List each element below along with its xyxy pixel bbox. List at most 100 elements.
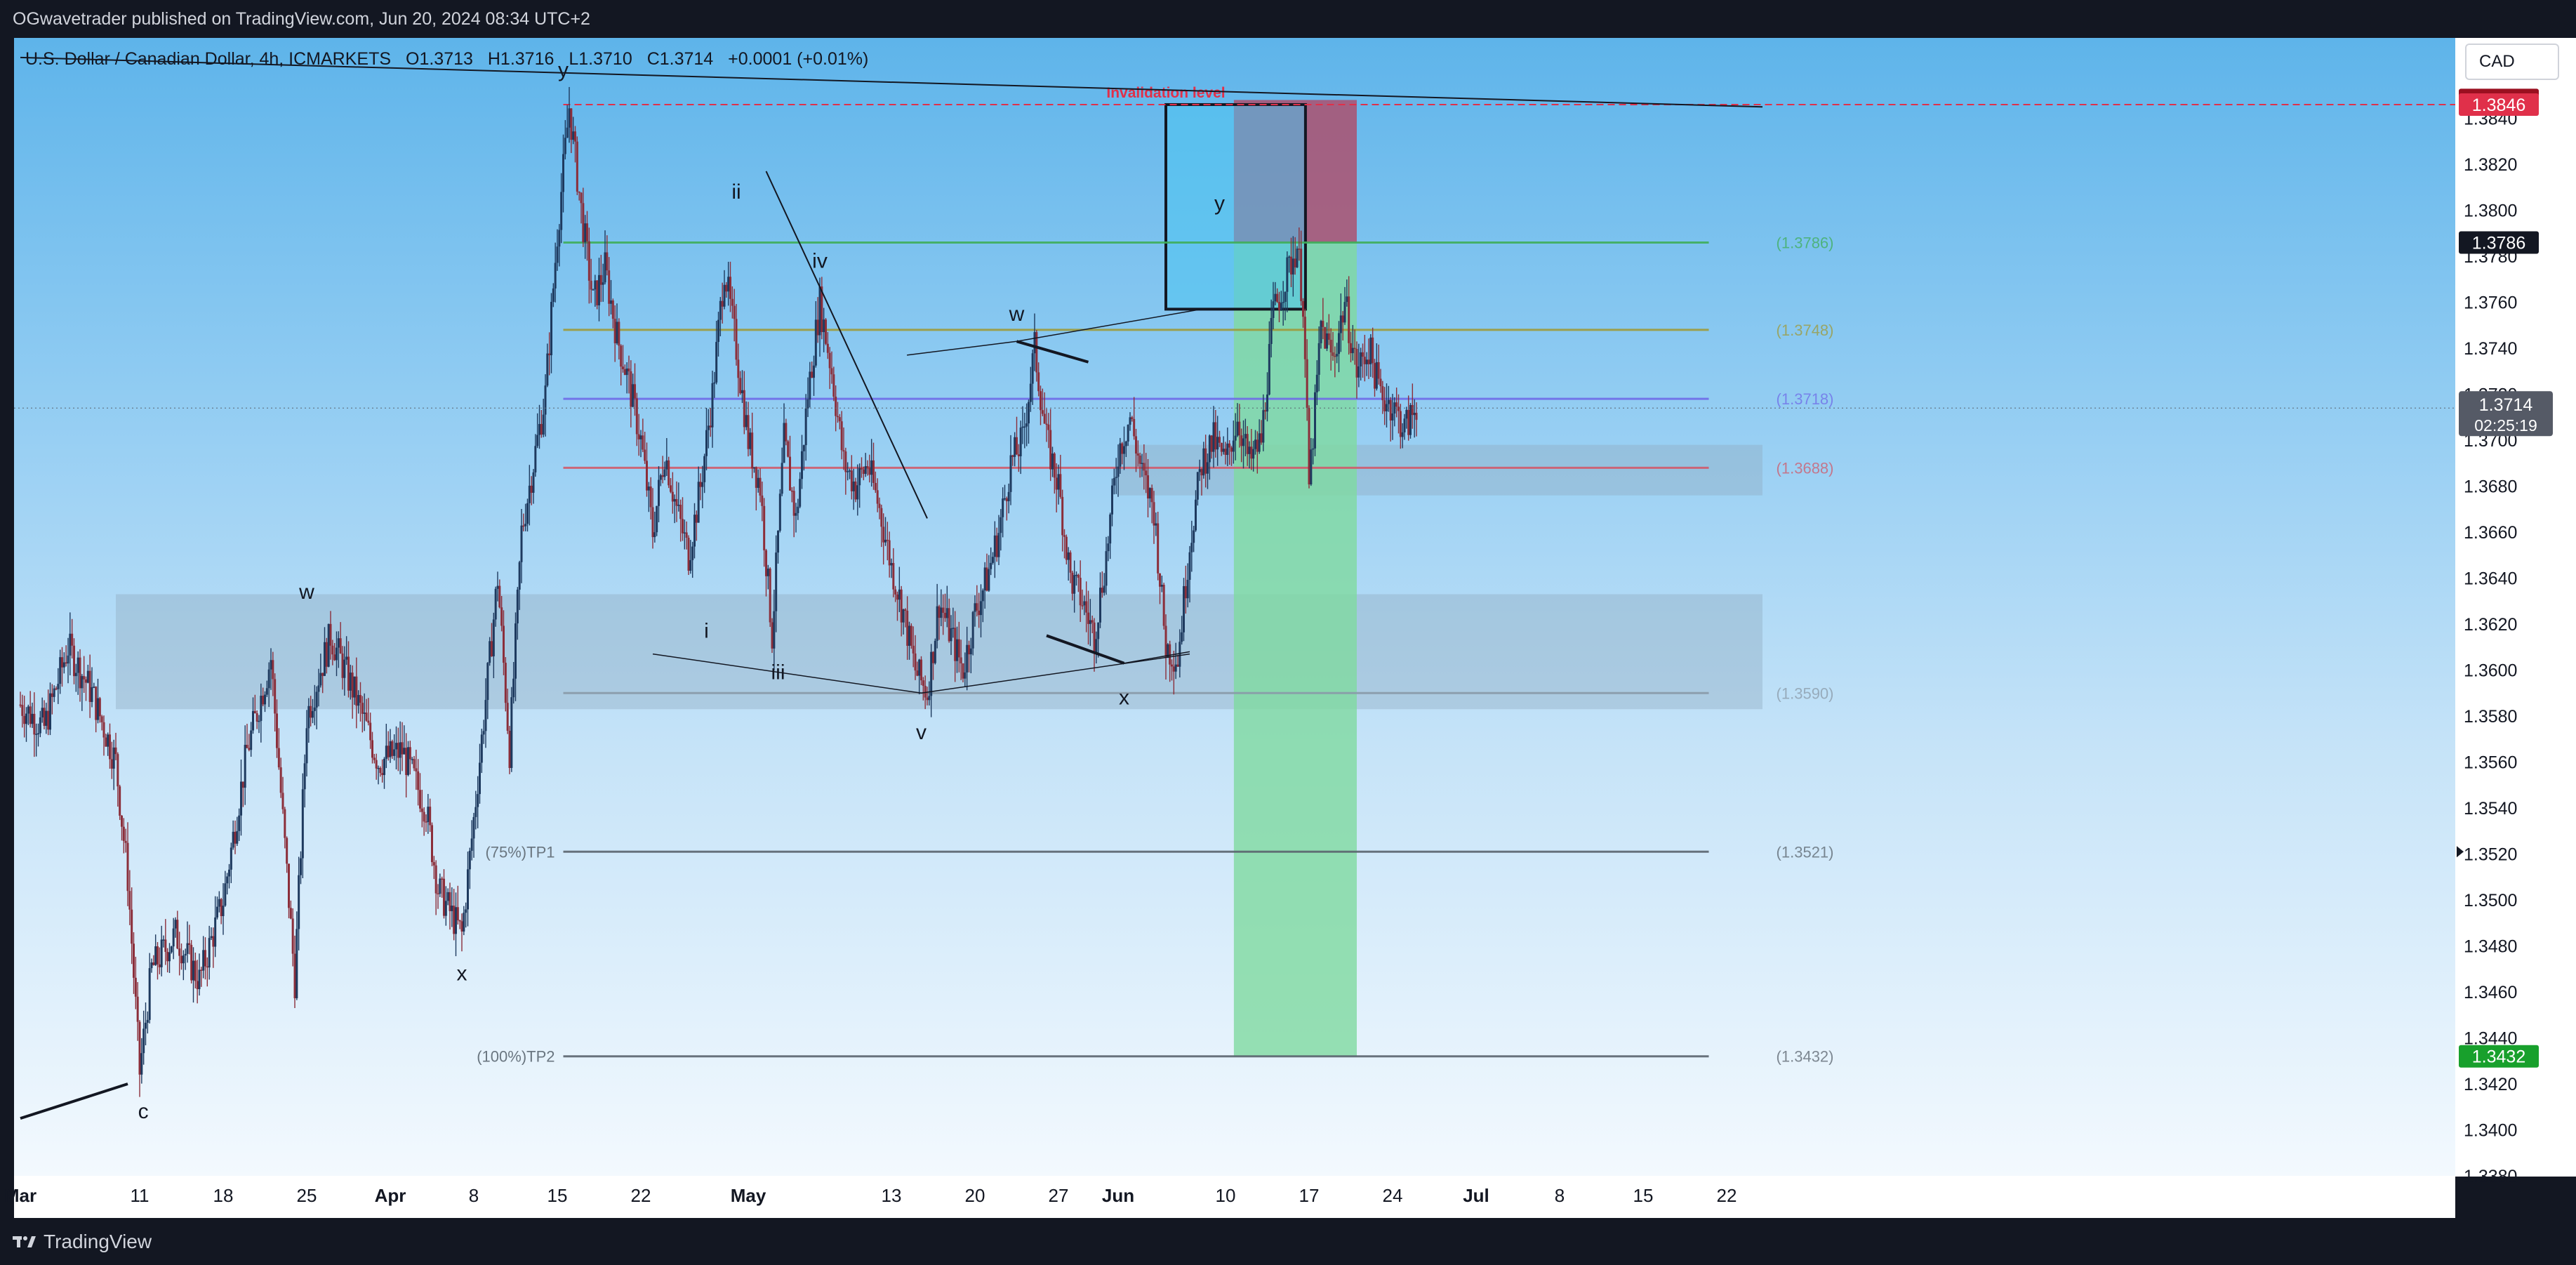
- ohlc-close: C1.3714: [646, 49, 714, 69]
- candle-body: [93, 687, 95, 688]
- wave-label-x-2: x: [457, 962, 467, 986]
- candle-body: [635, 398, 638, 435]
- candle-body: [974, 603, 976, 612]
- candle-body: [1195, 499, 1197, 531]
- y-tick-label: 1.3520: [2464, 845, 2517, 865]
- resistance-zone: [1118, 444, 1762, 496]
- candle-body: [516, 589, 519, 624]
- candle-body: [608, 270, 611, 304]
- candle-body: [644, 449, 646, 461]
- candle-body: [397, 743, 399, 758]
- x-tick-label: 11: [131, 1185, 150, 1206]
- candle-body: [861, 468, 863, 470]
- candle-body: [274, 679, 277, 714]
- candle-body: [456, 907, 459, 920]
- y-tick-label: 1.3800: [2464, 201, 2517, 221]
- candle-body: [1391, 413, 1394, 420]
- candle-body: [1017, 454, 1020, 456]
- candle-body: [526, 503, 529, 524]
- candle-body: [405, 748, 408, 775]
- candle-body: [677, 504, 680, 506]
- candle-body: [1051, 453, 1054, 470]
- candle-body: [1167, 644, 1169, 658]
- candle-body: [785, 423, 788, 442]
- candle-body: [1021, 426, 1024, 428]
- candle-body: [711, 383, 714, 428]
- candle-body: [19, 704, 22, 706]
- candle-body: [300, 858, 302, 875]
- candle-body: [214, 917, 217, 947]
- candle-body: [415, 768, 418, 771]
- candle-body: [455, 907, 457, 934]
- level-label-6: (1.3432): [1777, 1048, 1834, 1066]
- candle-body: [1065, 536, 1068, 560]
- candle-body: [234, 831, 237, 844]
- candle-body: [983, 567, 986, 591]
- candle-body: [1357, 366, 1360, 378]
- candle-body: [957, 639, 960, 658]
- candle-body: [890, 562, 893, 566]
- candle-body: [622, 366, 624, 369]
- candle-body: [1121, 443, 1124, 454]
- wave-label-c-3: c: [138, 1100, 149, 1123]
- candle-body: [417, 771, 420, 790]
- currency-button[interactable]: CAD: [2465, 44, 2559, 80]
- candle-body: [212, 936, 215, 947]
- candle-body: [121, 815, 123, 827]
- candle-body: [1407, 409, 1410, 435]
- candle-body: [1317, 343, 1320, 375]
- candle-body: [723, 284, 726, 307]
- tradingview-brand[interactable]: TradingView: [13, 1231, 152, 1253]
- candle-body: [226, 876, 229, 884]
- candle-body: [157, 946, 159, 965]
- candle-body: [288, 863, 290, 908]
- candle-body: [586, 223, 588, 241]
- candle-body: [801, 451, 803, 479]
- candle-body: [1040, 391, 1042, 411]
- candle-body: [39, 717, 41, 734]
- candle-body: [508, 730, 511, 768]
- candle-body: [305, 728, 308, 764]
- candle-body: [463, 913, 465, 932]
- candle-body: [279, 767, 282, 793]
- candle-body: [1077, 574, 1080, 578]
- candle-body: [1047, 424, 1050, 430]
- candle-body: [349, 673, 352, 691]
- candle-body: [98, 698, 101, 717]
- candle-body: [616, 322, 618, 343]
- candle-body: [496, 585, 499, 589]
- candle-body: [1212, 422, 1215, 452]
- candle-body: [347, 656, 350, 691]
- candle-body: [763, 505, 766, 550]
- candle-body: [291, 918, 294, 954]
- price-axis[interactable]: [2455, 38, 2576, 1177]
- ohlc-low: L1.3710: [569, 49, 632, 69]
- candle-body: [1016, 437, 1018, 455]
- candle-body: [102, 722, 105, 738]
- candle-body: [1266, 395, 1268, 412]
- candle-body: [79, 657, 81, 689]
- candle-body: [230, 847, 232, 870]
- candle-body: [530, 485, 533, 493]
- candle-body: [1029, 383, 1032, 402]
- time-axis[interactable]: [14, 1176, 2455, 1218]
- candle-body: [1198, 469, 1201, 472]
- candle-body: [264, 694, 266, 705]
- candle-body: [451, 906, 453, 911]
- candle-body: [126, 842, 129, 892]
- x-tick-label: 10: [1216, 1185, 1236, 1206]
- candle-body: [679, 504, 682, 519]
- candle-body: [753, 467, 755, 469]
- candle-body: [906, 610, 909, 646]
- candle-body: [806, 399, 809, 409]
- candle-body: [880, 508, 883, 527]
- candle-body: [359, 695, 361, 703]
- candle-body: [1280, 303, 1282, 310]
- candle-body: [339, 638, 342, 654]
- candle-body: [1272, 301, 1275, 318]
- candle-body: [327, 623, 330, 667]
- candle-body: [377, 767, 380, 769]
- x-tick-label: 18: [213, 1185, 234, 1206]
- candle-body: [1298, 249, 1301, 250]
- candle-body: [778, 494, 781, 531]
